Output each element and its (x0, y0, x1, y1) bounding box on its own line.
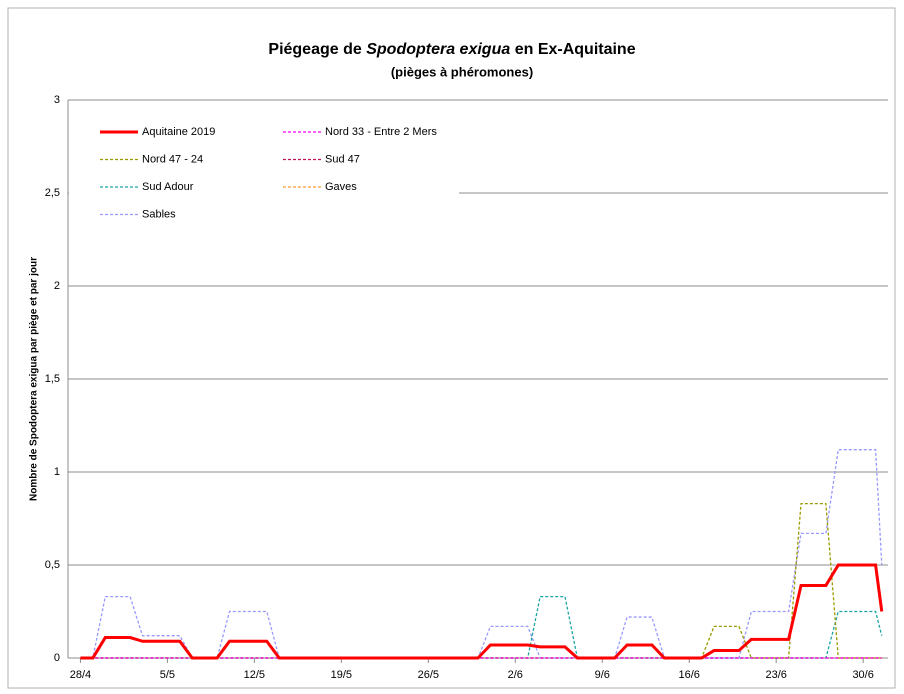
y-tick-label: 0 (54, 652, 60, 664)
legend-label: Gaves (325, 181, 357, 193)
x-tick-label: 2/6 (508, 669, 523, 681)
x-tick-label: 16/6 (679, 669, 700, 681)
series-line (80, 449, 883, 659)
title-part: en Ex-Aquitaine (510, 41, 635, 58)
y-tick-label: 1,5 (45, 373, 60, 385)
x-tick-label: 19/5 (331, 669, 352, 681)
legend-label: Aquitaine 2019 (142, 126, 215, 138)
chart-subtitle: (pièges à phéromones) (391, 64, 533, 79)
y-tick-label: 1 (54, 466, 60, 478)
legend-label: Sud 47 (325, 153, 360, 165)
chart-frame (7, 7, 896, 689)
y-tick-label: 0,5 (45, 559, 60, 571)
y-tick-label: 3 (54, 94, 60, 106)
legend-box (69, 115, 459, 230)
x-tick-label: 12/5 (244, 669, 265, 681)
y-tick-label: 2,5 (45, 187, 60, 199)
series-line (80, 563, 884, 660)
x-tick-label: 9/6 (595, 669, 610, 681)
x-tick-label: 26/5 (418, 669, 439, 681)
legend-label: Nord 47 - 24 (142, 153, 203, 165)
legend-label: Sud Adour (142, 181, 194, 193)
legend-label: Sables (142, 208, 176, 220)
legend-label: Nord 33 - Entre 2 Mers (325, 126, 437, 138)
title-part: Spodoptera exigua (366, 41, 510, 58)
x-tick-label: 23/6 (765, 669, 786, 681)
title-part: Piégeage de (268, 41, 366, 58)
x-tick-label: 28/4 (70, 669, 91, 681)
y-axis-label: Nombre de Spodoptera exigua par piège et… (29, 257, 40, 501)
y-tick-label: 2 (54, 280, 60, 292)
x-tick-label: 5/5 (160, 669, 175, 681)
chart-title: Piégeage de Spodoptera exigua en Ex-Aqui… (268, 41, 635, 58)
x-tick-label: 30/6 (852, 669, 873, 681)
series-line (80, 502, 882, 659)
